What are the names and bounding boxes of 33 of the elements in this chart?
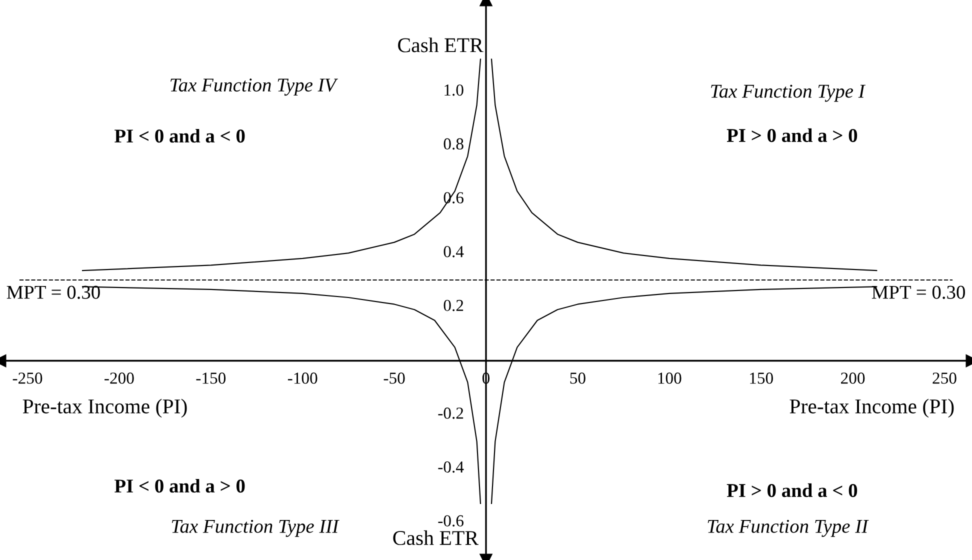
x-tick-label: 250	[932, 372, 956, 384]
y-axis-title: Cash ETR	[398, 38, 484, 52]
x-axis-title: Pre-tax Income (PI)	[22, 398, 187, 418]
x-tick-label: 100	[658, 372, 682, 384]
annotation: Tax Function Type IV	[170, 78, 338, 96]
annotation: PI > 0 and a > 0	[726, 128, 858, 142]
y-tick-label: -0.4	[438, 461, 464, 473]
x-tick-label: -150	[196, 372, 226, 384]
annotation: Tax Function Type I	[711, 84, 866, 102]
annotation: MPT = 0.30	[872, 286, 965, 299]
y-tick-label: 0.2	[444, 300, 464, 312]
line-series	[490, 58, 878, 272]
y-tick-label: 0.4	[444, 246, 464, 258]
annotation: Cash ETR	[393, 530, 479, 546]
y-tick-label: 1.0	[444, 84, 464, 96]
x-tick-label: -250	[12, 372, 42, 384]
x-tick-label: -200	[104, 372, 134, 384]
x-tick-label: 200	[841, 372, 865, 384]
x-tick-label: -50	[384, 372, 405, 384]
annotation: PI < 0 and a < 0	[114, 128, 245, 143]
annotation: Pre-tax Income (PI)	[790, 398, 954, 418]
annotation: Tax Function Type II	[708, 520, 869, 537]
annotation: PI < 0 and a > 0	[114, 478, 245, 493]
annotation: PI > 0 and a < 0	[726, 483, 858, 498]
y-tick-label: -0.6	[438, 515, 464, 527]
x-tick-label: -100	[288, 372, 318, 384]
y-tick-label: 0.8	[444, 138, 464, 150]
line-series	[82, 58, 482, 272]
x-tick-label: 150	[750, 372, 773, 384]
x-tick-label: 50	[570, 372, 586, 384]
y-tick-label: -0.2	[438, 408, 464, 419]
ref-line-label: MPT = 0.30	[6, 286, 100, 299]
annotation: Tax Function Type III	[172, 520, 340, 537]
